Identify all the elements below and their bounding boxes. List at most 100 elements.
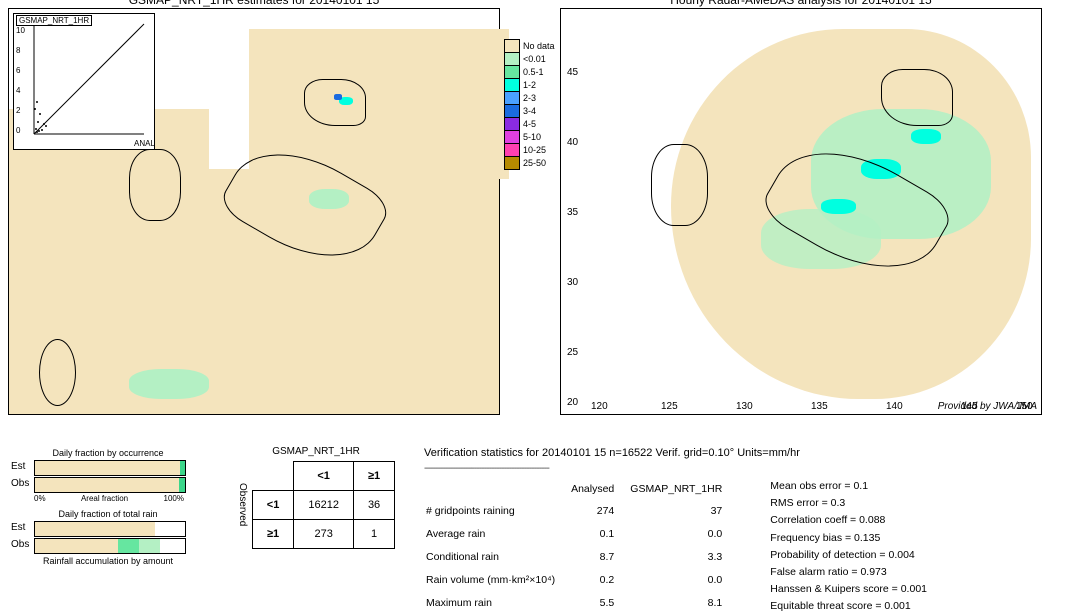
inset-ytick-5: 10 bbox=[16, 26, 25, 35]
ct-row-0: <1 bbox=[252, 491, 294, 520]
occ-obs-label: Obs bbox=[11, 478, 29, 489]
rain-obs-fill-seg-2 bbox=[139, 539, 160, 553]
legend-label-1: <0.01 bbox=[523, 54, 546, 64]
rain-title: Daily fraction of total rain bbox=[8, 509, 208, 519]
legend-row-3: 1-2 bbox=[504, 78, 559, 91]
legend-swatch-7 bbox=[504, 130, 520, 144]
inset-ytick-0: 0 bbox=[16, 126, 25, 135]
lat-35: 35 bbox=[567, 207, 578, 218]
legend-row-1: <0.01 bbox=[504, 52, 559, 65]
metric-row-0: Mean obs error = 0.1 bbox=[770, 479, 927, 494]
occ-obs-tick bbox=[179, 478, 185, 492]
occ-est-bar: Est bbox=[34, 460, 186, 476]
scale-left: 0% bbox=[34, 494, 46, 503]
right-map-panel: Hourly Radar-AMeDAS analysis for 2014010… bbox=[560, 8, 1042, 415]
stats-row-a-2: 8.7 bbox=[571, 547, 628, 568]
metric-4: Probability of detection = 0.004 bbox=[770, 548, 927, 563]
contingency-table: GSMAP_NRT_1HR Observed <1 ≥1 <1 16212 36… bbox=[226, 446, 406, 616]
metric-row-2: Correlation coeff = 0.088 bbox=[770, 513, 927, 528]
inset-ytick-2: 4 bbox=[16, 86, 25, 95]
stats-row-a-0: 274 bbox=[571, 501, 628, 522]
coast2-hokkaido bbox=[881, 69, 953, 126]
metric-1: RMS error = 0.3 bbox=[770, 496, 927, 511]
legend-row-9: 25-50 bbox=[504, 156, 559, 169]
lat-45: 45 bbox=[567, 67, 578, 78]
inset-ytick-4: 8 bbox=[16, 46, 25, 55]
metric-6: Hanssen & Kuipers score = 0.001 bbox=[770, 582, 927, 597]
legend-swatch-8 bbox=[504, 143, 520, 157]
lat-25: 25 bbox=[567, 347, 578, 358]
legend-label-0: No data bbox=[523, 41, 555, 51]
legend-swatch-5 bbox=[504, 104, 520, 118]
legend-swatch-9 bbox=[504, 156, 520, 170]
ct-row-1: ≥1 bbox=[252, 520, 294, 549]
lon-120: 120 bbox=[591, 401, 608, 412]
lat-20: 20 bbox=[567, 397, 578, 408]
stats-row-b-0: 37 bbox=[630, 501, 736, 522]
amedas-cyan2 bbox=[911, 129, 941, 144]
inset-title: GSMAP_NRT_1HR bbox=[16, 15, 92, 26]
legend-row-6: 4-5 bbox=[504, 117, 559, 130]
metric-3: Frequency bias = 0.135 bbox=[770, 531, 927, 546]
right-map-title: Hourly Radar-AMeDAS analysis for 2014010… bbox=[561, 0, 1041, 7]
metric-0: Mean obs error = 0.1 bbox=[770, 479, 927, 494]
inset-ytick-3: 6 bbox=[16, 66, 25, 75]
stats-block: Verification statistics for 20140101 15 … bbox=[424, 446, 1072, 616]
occ-est-fill bbox=[35, 461, 182, 475]
scale-right: 100% bbox=[164, 494, 184, 503]
legend-label-3: 1-2 bbox=[523, 80, 536, 90]
lon-135: 135 bbox=[811, 401, 828, 412]
ct-col-0: <1 bbox=[294, 462, 354, 491]
stats-row-b-3: 0.0 bbox=[630, 570, 736, 591]
ct-col-1: ≥1 bbox=[353, 462, 394, 491]
stats-row-b-2: 3.3 bbox=[630, 547, 736, 568]
metric-row-7: Equitable threat score = 0.001 bbox=[770, 599, 927, 614]
rain-obs-fill-seg-1 bbox=[118, 539, 139, 553]
stats-row-4: Maximum rain5.58.1 bbox=[426, 593, 736, 614]
metric-7: Equitable threat score = 0.001 bbox=[770, 599, 927, 614]
contingency-side: Observed bbox=[237, 462, 253, 549]
left-map-title: GSMAP_NRT_1HR estimates for 20140101 15 bbox=[9, 0, 499, 7]
legend-label-7: 5-10 bbox=[523, 132, 541, 142]
legend-row-4: 2-3 bbox=[504, 91, 559, 104]
legend-label-6: 4-5 bbox=[523, 119, 536, 129]
stats-row-label-1: Average rain bbox=[426, 524, 569, 545]
ct-10: 273 bbox=[294, 520, 354, 549]
stats-divider: ----------------------------------------… bbox=[424, 461, 1072, 475]
legend-swatch-6 bbox=[504, 117, 520, 131]
bars-footer: Rainfall accumulation by amount bbox=[8, 556, 208, 566]
stats-row-1: Average rain0.10.0 bbox=[426, 524, 736, 545]
legend-swatch-4 bbox=[504, 91, 520, 105]
metric-row-5: False alarm ratio = 0.973 bbox=[770, 565, 927, 580]
stats-row-label-2: Conditional rain bbox=[426, 547, 569, 568]
metric-row-6: Hanssen & Kuipers score = 0.001 bbox=[770, 582, 927, 597]
metric-5: False alarm ratio = 0.973 bbox=[770, 565, 927, 580]
legend-swatch-0 bbox=[504, 39, 520, 53]
legend-row-7: 5-10 bbox=[504, 130, 559, 143]
coast-hokkaido bbox=[304, 79, 366, 126]
lat-40: 40 bbox=[567, 137, 578, 148]
legend: No data<0.010.5-11-22-33-44-55-1010-2525… bbox=[504, 39, 559, 169]
top-row: GSMAP_NRT_1HR estimates for 20140101 15 … bbox=[8, 8, 1072, 428]
occ-est-tick bbox=[180, 461, 185, 475]
contingency-title: GSMAP_NRT_1HR bbox=[226, 446, 406, 457]
stats-table-left: Analysed GSMAP_NRT_1HR # gridpoints rain… bbox=[424, 477, 738, 616]
legend-swatch-2 bbox=[504, 65, 520, 79]
rain-est-bar: Est bbox=[34, 521, 186, 537]
stats-row-a-3: 0.2 bbox=[571, 570, 628, 591]
metric-2: Correlation coeff = 0.088 bbox=[770, 513, 927, 528]
rain-est-label: Est bbox=[11, 522, 25, 533]
scale-mid: Areal fraction bbox=[81, 494, 128, 503]
stats-row-a-1: 0.1 bbox=[571, 524, 628, 545]
stats-row-b-1: 0.0 bbox=[630, 524, 736, 545]
legend-label-4: 2-3 bbox=[523, 93, 536, 103]
coast2-korea bbox=[651, 144, 708, 226]
legend-label-9: 25-50 bbox=[523, 158, 546, 168]
map-credit: Provided by JWA/JMA bbox=[938, 401, 1037, 412]
ct-11: 1 bbox=[353, 520, 394, 549]
stats-row-3: Rain volume (mm·km²×10⁴)0.20.0 bbox=[426, 570, 736, 591]
bottom-row: Daily fraction by occurrence Est Obs 0% … bbox=[8, 446, 1072, 616]
legend-swatch-1 bbox=[504, 52, 520, 66]
stats-row-2: Conditional rain8.73.3 bbox=[426, 547, 736, 568]
ct-01: 36 bbox=[353, 491, 394, 520]
